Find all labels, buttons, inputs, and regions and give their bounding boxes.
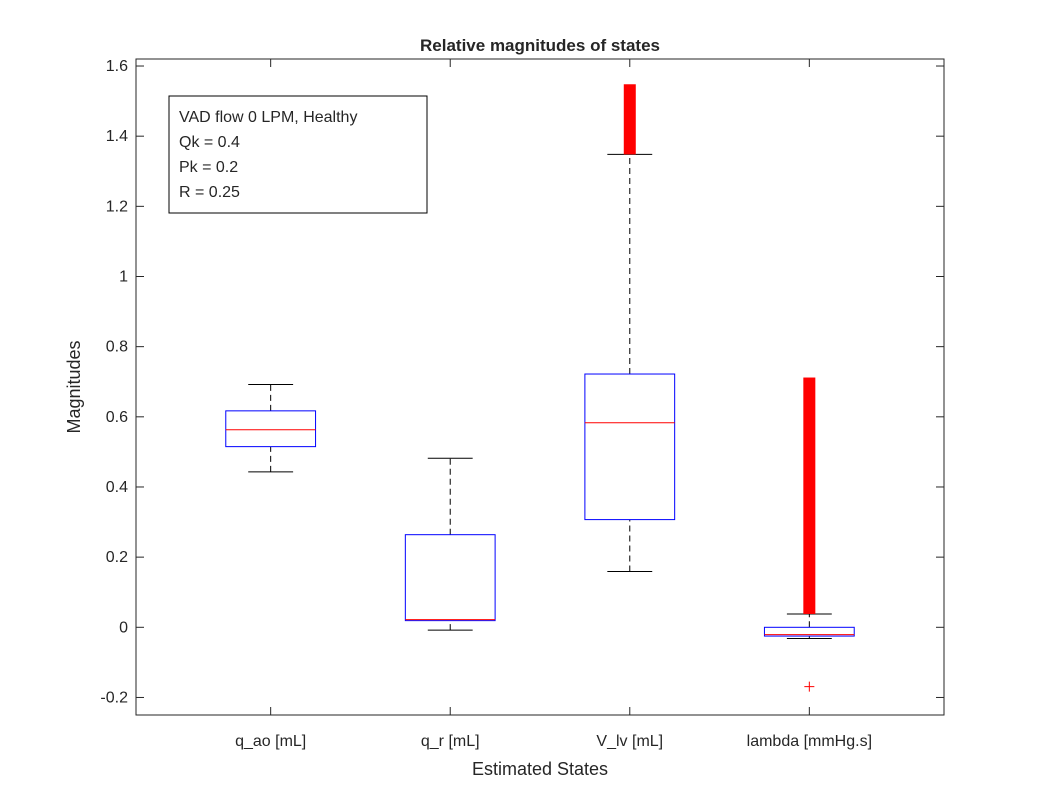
x-tick-label: q_ao [mL]	[235, 733, 306, 750]
legend-line-2: Qk = 0.4	[179, 134, 240, 151]
outlier-point	[804, 681, 815, 692]
legend-line-1: VAD flow 0 LPM, Healthy	[179, 109, 357, 126]
y-tick-label: 0	[119, 619, 128, 636]
outlier-band	[803, 377, 816, 614]
y-tick-label: 0.4	[106, 479, 128, 496]
box-body	[404, 534, 496, 622]
x-tick-label: q_r [mL]	[421, 733, 480, 750]
legend-box	[168, 95, 428, 214]
x-axis-ticks: q_ao [mL] q_r [mL] V_lv [mL] lambda [mmHg.s…	[235, 59, 872, 750]
y-tick-label: 0.8	[106, 339, 128, 356]
x-tick-label: V_lv [mL]	[596, 733, 663, 750]
y-tick-label: -0.2	[100, 689, 128, 706]
y-tick-label: 0.2	[106, 549, 128, 566]
y-tick-label: 0.6	[106, 409, 128, 426]
box-3	[584, 84, 676, 573]
box-body	[763, 626, 855, 637]
outlier-band	[623, 84, 636, 155]
x-axis-label: Estimated States	[472, 759, 608, 779]
y-tick-label: 1.4	[106, 128, 128, 145]
y-axis-label: Magnitudes	[64, 340, 84, 433]
y-tick-label: 1.2	[106, 198, 128, 215]
y-tick-label: 1	[119, 268, 128, 285]
box-body	[584, 373, 676, 521]
y-axis-ticks: -0.2 0 0.2 0.4 0.6 0.8 1 1.2 1.4 1.6	[100, 58, 944, 706]
box-2	[404, 457, 496, 631]
box-series	[225, 84, 855, 692]
legend-line-3: Pk = 0.2	[179, 159, 238, 176]
x-tick-label: lambda [mmHg.s]	[747, 733, 872, 750]
box-body	[225, 410, 317, 448]
box-4	[763, 377, 855, 692]
chart-title: Relative magnitudes of states	[420, 36, 660, 55]
legend: VAD flow 0 LPM, Healthy Qk = 0.4 Pk = 0.…	[168, 95, 428, 214]
legend-line-4: R = 0.25	[179, 184, 240, 201]
y-tick-label: 1.6	[106, 58, 128, 75]
box-1	[225, 384, 317, 473]
